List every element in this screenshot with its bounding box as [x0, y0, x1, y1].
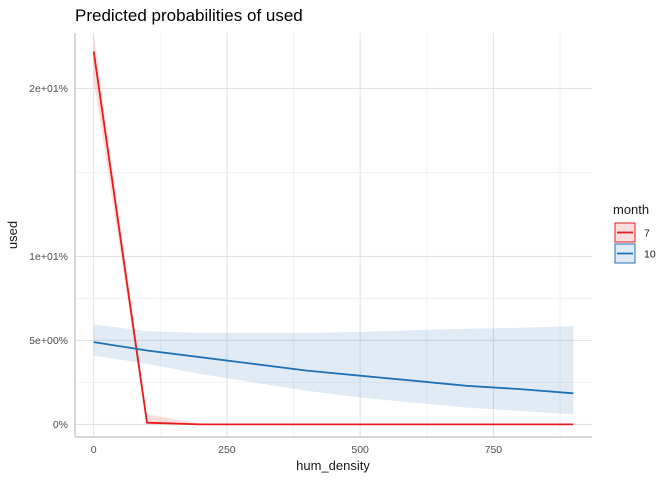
- legend-title: month: [613, 202, 649, 217]
- confidence-band-10: [94, 325, 574, 415]
- legend: month 7 10: [613, 202, 656, 263]
- x-axis-title: hum_density: [296, 458, 370, 473]
- confidence-bands: [94, 35, 574, 425]
- x-tick-label: 0: [91, 444, 97, 456]
- y-tick-label: 2e+01%: [29, 83, 68, 95]
- y-tick-label: 5e+00%: [29, 335, 68, 347]
- x-tick-label: 750: [485, 444, 503, 456]
- legend-label-7: 7: [644, 228, 650, 240]
- y-axis-title: used: [5, 221, 20, 249]
- x-ticks: 0 250 500 750: [91, 444, 503, 456]
- x-tick-label: 250: [218, 444, 236, 456]
- legend-label-10: 10: [644, 249, 656, 261]
- y-ticks: 0% 5e+00% 1e+01% 2e+01%: [29, 83, 68, 431]
- y-tick-label: 0%: [53, 419, 68, 431]
- y-tick-label: 1e+01%: [29, 251, 68, 263]
- x-tick-label: 500: [351, 444, 369, 456]
- chart-title: Predicted probabilities of used: [75, 6, 303, 25]
